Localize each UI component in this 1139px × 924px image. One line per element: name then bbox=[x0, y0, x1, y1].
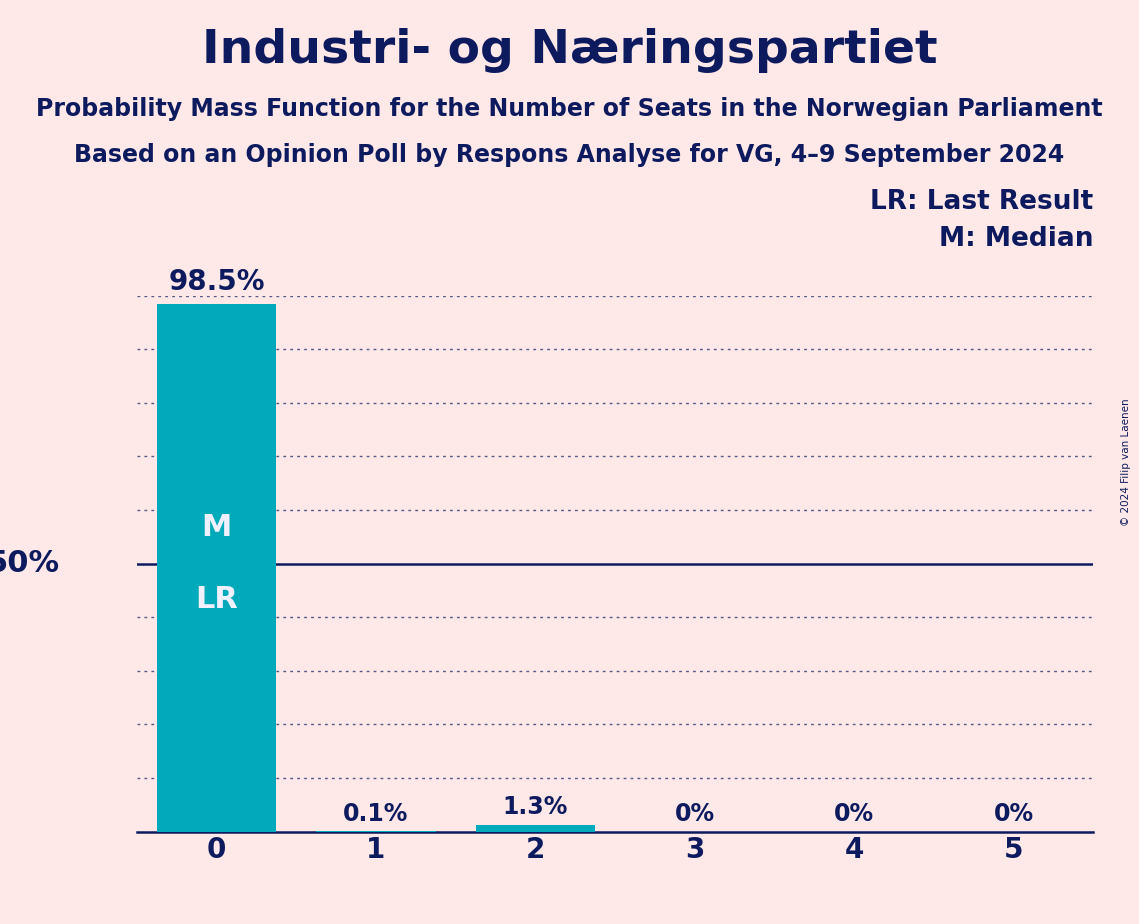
Text: 0.1%: 0.1% bbox=[343, 802, 409, 826]
Text: LR: LR bbox=[195, 585, 238, 614]
Text: M: M bbox=[202, 513, 231, 542]
Bar bbox=[157, 304, 276, 832]
Text: 50%: 50% bbox=[0, 549, 60, 578]
Text: M: Median: M: Median bbox=[939, 226, 1093, 252]
Text: 98.5%: 98.5% bbox=[169, 268, 264, 296]
Text: 0%: 0% bbox=[674, 802, 715, 826]
Text: 1.3%: 1.3% bbox=[502, 796, 568, 820]
Text: 0%: 0% bbox=[834, 802, 875, 826]
Text: © 2024 Filip van Laenen: © 2024 Filip van Laenen bbox=[1121, 398, 1131, 526]
Text: LR: Last Result: LR: Last Result bbox=[870, 189, 1093, 215]
Bar bbox=[475, 824, 595, 832]
Text: 0%: 0% bbox=[993, 802, 1034, 826]
Text: Industri- og Næringspartiet: Industri- og Næringspartiet bbox=[202, 28, 937, 73]
Text: Probability Mass Function for the Number of Seats in the Norwegian Parliament: Probability Mass Function for the Number… bbox=[36, 97, 1103, 121]
Text: Based on an Opinion Poll by Respons Analyse for VG, 4–9 September 2024: Based on an Opinion Poll by Respons Anal… bbox=[74, 143, 1065, 167]
